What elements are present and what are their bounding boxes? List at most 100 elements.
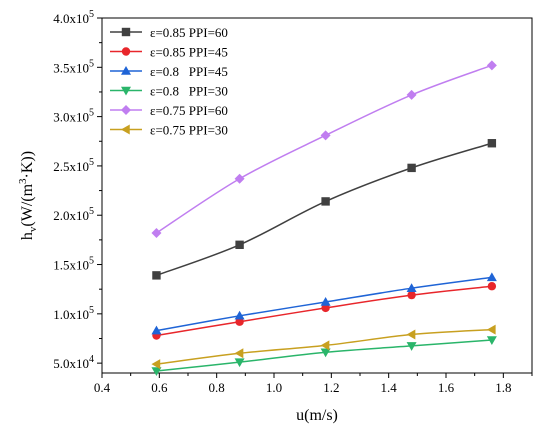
data-point — [407, 290, 416, 300]
y-tick-label: 2.5x105 — [53, 157, 94, 174]
x-tick-label: 0.4 — [94, 380, 111, 395]
data-point — [321, 303, 330, 313]
x-tick-label: 1.0 — [266, 380, 282, 395]
y-tick-mantissa: 5.0x10 — [53, 356, 89, 371]
y-axis-title: hv(W/(m3·K)) — [17, 151, 39, 240]
plot-frame — [101, 17, 533, 374]
data-point — [235, 317, 244, 326]
data-point — [487, 139, 497, 148]
legend-marker — [121, 27, 131, 37]
y-axis: 5.0x1041.0x1051.5x1052.0x1052.5x1053.0x1… — [53, 9, 102, 371]
data-point — [486, 60, 497, 71]
plot-border — [101, 17, 533, 374]
y-tick-mantissa: 2.0x10 — [53, 208, 89, 223]
data-point — [486, 336, 497, 345]
y-tick-mantissa: 1.5x10 — [53, 258, 89, 273]
data-point — [407, 163, 416, 173]
y-tick-mantissa: 1.0x10 — [53, 307, 89, 322]
y-axis-title-sup: 3 — [17, 178, 29, 184]
data-point — [234, 358, 245, 368]
legend-item: ε=0.75 PPI=60 — [110, 103, 228, 118]
legend-label: ε=0.8 PPI=45 — [150, 64, 228, 79]
x-tick-label: 0.6 — [151, 380, 168, 395]
legend-item: ε=0.8 PPI=45 — [110, 64, 228, 79]
series-2 — [152, 282, 497, 340]
y-tick-mantissa: 2.5x10 — [53, 159, 89, 174]
legend-item: ε=0.8 PPI=30 — [110, 84, 228, 99]
y-tick-label: 2.0x105 — [53, 206, 94, 223]
legend-label: ε=0.75 PPI=30 — [150, 123, 228, 138]
legend-item: ε=0.85 PPI=45 — [110, 45, 228, 60]
series-3 — [151, 272, 497, 335]
series-line — [156, 142, 493, 277]
legend-item: ε=0.85 PPI=60 — [110, 25, 228, 40]
data-point — [406, 89, 417, 100]
y-tick-mantissa: 4.0x10 — [53, 11, 89, 26]
y-axis-title-base: h — [19, 232, 36, 240]
y-tick-label: 5.0x104 — [53, 354, 94, 371]
data-point — [320, 340, 330, 351]
y-tick-mantissa: 3.0x10 — [53, 110, 89, 125]
series-4 — [151, 336, 497, 377]
x-tick-label: 1.8 — [495, 380, 511, 395]
y-axis-title-sub: v — [27, 226, 39, 232]
series-1 — [152, 139, 497, 280]
y-tick-label: 1.0x105 — [53, 305, 94, 322]
x-axis-title: u(m/s) — [296, 407, 338, 424]
data-point — [321, 197, 330, 206]
data-point — [234, 173, 245, 184]
data-point — [406, 283, 417, 292]
y-tick-label: 1.5x105 — [53, 256, 94, 273]
legend-marker — [121, 105, 131, 115]
data-point — [320, 348, 331, 358]
data-point — [486, 272, 497, 282]
legend: ε=0.85 PPI=60 ε=0.85 PPI=45 ε=0.8 PPI=45 ε=… — [110, 25, 228, 138]
y-tick-exponent: 5 — [89, 9, 94, 20]
legend-marker — [121, 47, 131, 56]
y-tick-exponent: 5 — [89, 305, 94, 316]
data-point — [487, 282, 497, 291]
data-point — [235, 240, 244, 250]
legend-item: ε=0.75 PPI=30 — [110, 123, 228, 138]
x-tick-label: 1.6 — [438, 380, 455, 395]
data-point — [486, 324, 496, 335]
data-point — [151, 359, 161, 370]
y-tick-exponent: 5 — [89, 58, 94, 69]
data-point — [234, 348, 244, 359]
series-5 — [151, 60, 497, 238]
y-tick-label: 4.0x105 — [53, 9, 94, 26]
y-tick-label: 3.5x105 — [53, 58, 94, 75]
legend-label: ε=0.85 PPI=45 — [150, 45, 228, 60]
data-point — [406, 329, 416, 340]
data-point — [152, 271, 161, 280]
legend-marker — [121, 86, 131, 96]
y-tick-label: 3.0x105 — [53, 108, 94, 125]
legend-marker — [121, 66, 131, 75]
y-axis-title-post: ·K)) — [19, 151, 36, 179]
legend-label: ε=0.75 PPI=60 — [150, 103, 228, 118]
y-tick-mantissa: 3.5x10 — [53, 60, 89, 75]
x-tick-label: 1.4 — [381, 380, 398, 395]
y-tick-exponent: 5 — [89, 206, 94, 217]
data-point — [234, 310, 245, 320]
data-point — [320, 297, 331, 306]
y-axis-title-pre: (W/(m — [19, 183, 36, 226]
data-point — [151, 227, 162, 238]
data-point — [320, 130, 331, 141]
legend-marker — [121, 124, 130, 135]
y-tick-exponent: 5 — [89, 256, 94, 267]
data-point — [406, 342, 417, 351]
series-6 — [151, 324, 496, 370]
series-layer — [151, 60, 497, 377]
x-tick-label: 0.8 — [209, 380, 225, 395]
y-tick-exponent: 5 — [89, 157, 94, 168]
legend-label: ε=0.8 PPI=30 — [150, 84, 228, 99]
y-tick-exponent: 4 — [89, 354, 94, 365]
data-point — [151, 325, 162, 335]
y-tick-exponent: 5 — [89, 108, 94, 119]
data-point — [151, 367, 162, 377]
x-tick-label: 1.2 — [323, 380, 339, 395]
legend-label: ε=0.85 PPI=60 — [150, 25, 228, 40]
x-axis: 0.4 0.6 0.8 1.0 1.2 1.4 1.6 1.8 — [94, 373, 533, 395]
